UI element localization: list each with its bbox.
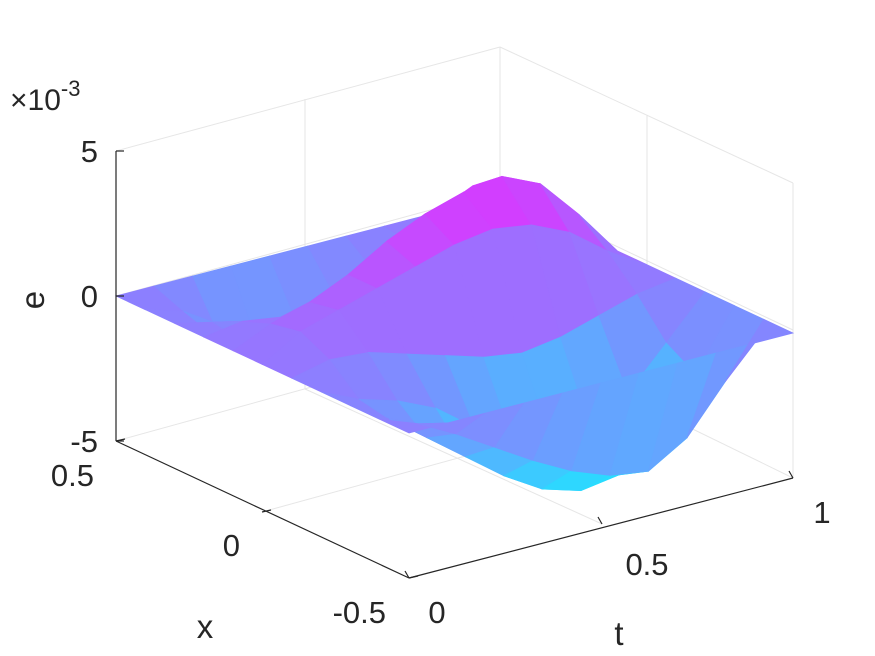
z-tick-label: -5 [70,424,98,459]
z-exponent-label: ×10-3 [10,76,80,117]
x-tick-label: 0.5 [625,547,668,582]
y-tick-label: 0.5 [51,458,94,493]
x-tick-label: 0 [428,595,445,630]
error-surface [114,175,795,492]
z-tick-label: 0 [81,279,98,314]
y-tick-label: 0 [223,528,240,563]
x-axis-line [408,477,794,579]
x-axis-label: t [614,615,623,652]
x-tick-label: 1 [813,495,830,530]
y-axis-line [115,440,410,579]
tick-marks [115,150,794,579]
z-axis-label: e [14,291,51,309]
y-axis-label: x [197,608,214,645]
z-tick-label: 5 [81,134,98,169]
y-tick-label: -0.5 [333,595,386,630]
surface-patch [724,318,795,382]
